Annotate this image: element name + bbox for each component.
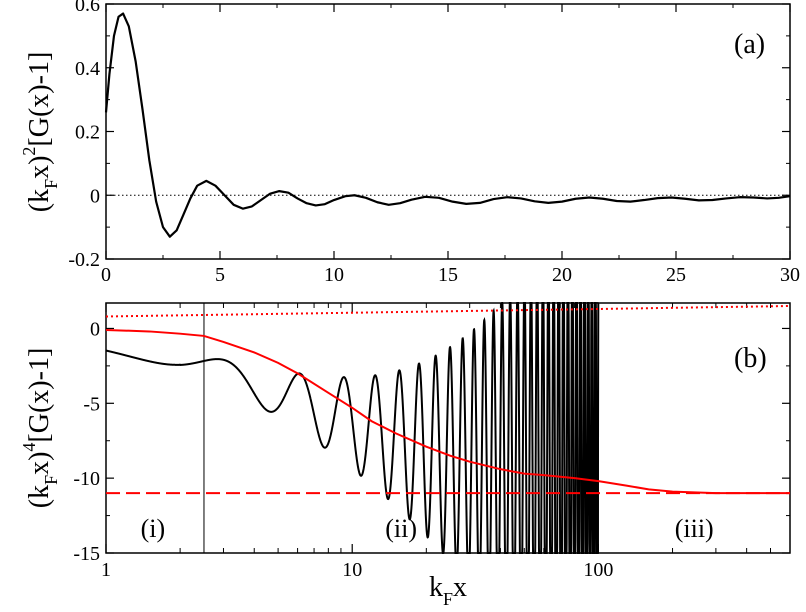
panel-b-ticks: 1 10 100 -15 -10 -5 0 xyxy=(73,303,791,581)
b-xtick-label: 1 xyxy=(101,559,111,581)
b-oscillating-line xyxy=(105,302,600,554)
b-region-label: (iii) xyxy=(675,514,714,543)
panel-b: 1 10 100 -15 -10 -5 0 (i) (ii) (iii) (b) (kFx)4[… xyxy=(19,302,791,609)
a-xtick-label: 10 xyxy=(324,264,344,286)
b-upper-dotted-line xyxy=(105,304,791,318)
a-ytick-label: 0.4 xyxy=(75,58,100,80)
a-xtick-label: 0 xyxy=(101,264,111,286)
a-xtick-label: 5 xyxy=(215,264,225,286)
a-ytick-label: -0.2 xyxy=(68,249,100,271)
panel-b-label: (b) xyxy=(734,343,767,374)
panel-a-label: (a) xyxy=(734,29,765,60)
a-ytick-label: 0.2 xyxy=(75,122,100,144)
b-region-label: (i) xyxy=(141,514,166,543)
a-xtick-label: 20 xyxy=(552,264,572,286)
a-series-line xyxy=(104,12,791,238)
panel-a-series xyxy=(104,12,791,238)
b-smooth-line xyxy=(105,328,790,495)
a-ytick-label: 0.6 xyxy=(75,0,100,16)
a-xtick-label: 30 xyxy=(780,264,800,286)
b-ytick-label: -15 xyxy=(73,543,100,565)
panel-b-xlabel: kFx xyxy=(429,572,467,609)
panel-a-frame xyxy=(105,3,791,260)
panel-b-region-labels: (i) (ii) (iii) xyxy=(141,514,714,543)
a-xtick-label: 25 xyxy=(666,264,686,286)
a-ytick-label: 0 xyxy=(90,185,100,207)
panel-a-ticks: 0 5 10 15 20 25 30-0.200.20.40.6 xyxy=(68,0,800,286)
b-xtick-label: 10 xyxy=(342,559,362,581)
b-xtick-label: 100 xyxy=(583,559,613,581)
b-ytick-label: -10 xyxy=(73,468,100,490)
panel-a-ylabel: (kFx)2[G(x)-1] xyxy=(19,52,61,213)
panel-b-series xyxy=(105,302,791,554)
b-region-label: (ii) xyxy=(385,514,417,543)
b-ytick-label: -5 xyxy=(83,393,100,415)
panel-b-frame xyxy=(105,302,791,554)
panel-a: 0 5 10 15 20 25 30-0.200.20.40.6 (a) (kFx)2[G(… xyxy=(19,0,800,286)
a-xtick-label: 15 xyxy=(438,264,458,286)
b-ytick-label: 0 xyxy=(90,318,100,340)
panel-b-ylabel: (kFx)4[G(x)-1] xyxy=(19,348,61,509)
